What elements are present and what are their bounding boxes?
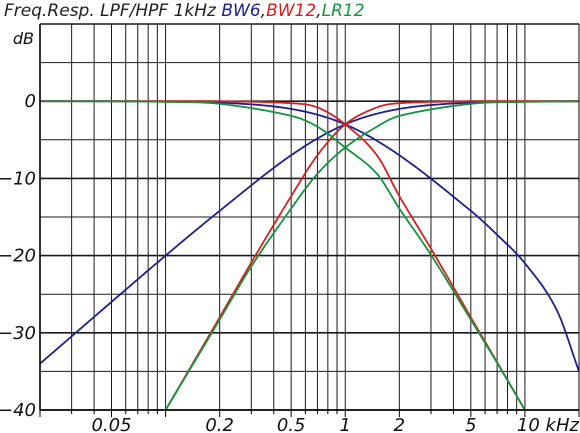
- x-tick-label: 2: [394, 415, 405, 433]
- x-tick-label: 0.05: [91, 415, 131, 433]
- series-bw6-hpf: [39, 100, 580, 365]
- x-tick-label: 0.2: [205, 415, 234, 433]
- series-lr12-lpf: [40, 100, 526, 411]
- chart-title: Freq.Resp. LPF/HPF 1kHz BW6,BW12,LR12: [4, 1, 365, 21]
- series-bw12-hpf: [164, 100, 579, 411]
- curves: [39, 100, 580, 411]
- series-lr12-hpf: [164, 100, 580, 411]
- chart-title-part: LR12: [322, 1, 365, 21]
- x-tick-label: 0.5: [277, 415, 306, 433]
- y-tick-label: −40: [0, 400, 36, 421]
- y-tick-label: −10: [0, 168, 36, 189]
- chart-title-part: BW6: [221, 1, 260, 21]
- y-tick-label: −30: [0, 323, 36, 344]
- grid: [39, 23, 580, 411]
- x-tick-label: 5: [465, 415, 476, 433]
- y-tick-label: 0: [25, 91, 36, 112]
- chart-title-part: ,: [261, 1, 266, 21]
- series-bw6-lpf: [40, 100, 580, 372]
- y-axis-label: dB: [13, 29, 34, 48]
- y-tick-label: −20: [0, 246, 36, 267]
- axes: [39, 24, 580, 417]
- chart-title-part: Freq.Resp. LPF/HPF 1kHz: [4, 1, 221, 21]
- chart-title-part: ,: [316, 1, 321, 21]
- chart-title-part: BW12: [266, 1, 316, 21]
- x-tick-label: 10 kHz: [517, 415, 580, 433]
- x-tick-label: 1: [340, 415, 351, 433]
